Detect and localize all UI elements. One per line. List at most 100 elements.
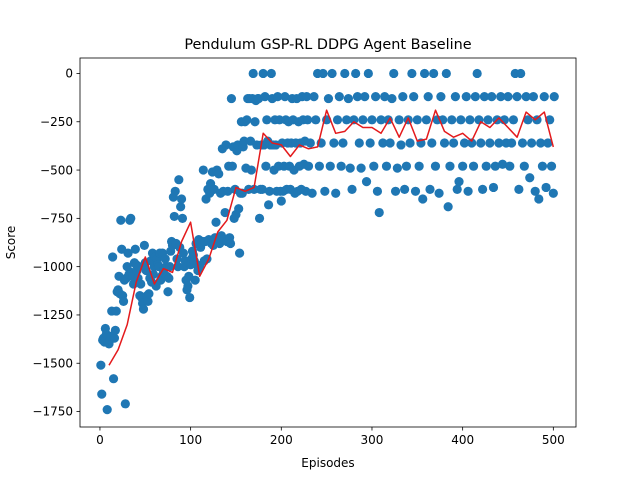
scatter-point [367,115,377,125]
scatter-point [332,115,343,125]
scatter-point [419,68,430,79]
scatter-point [273,92,283,102]
scatter-point [264,186,275,196]
y-tick-label: 0 [65,67,73,81]
scatter-point [110,325,120,336]
scatter-point [519,161,529,171]
x-axis-label: Episodes [301,456,354,470]
scatter-point [439,138,450,148]
scatter-point [414,161,424,171]
scatter-point [97,389,107,399]
scatter-point [257,184,267,194]
data-layer [96,68,559,415]
scatter-point [371,92,381,102]
scatter-point [341,115,352,125]
y-tick-label: −250 [40,115,73,129]
scatter-point [318,68,328,79]
scatter-point [483,115,493,125]
scatter-point [407,68,417,79]
scatter-point [276,196,286,206]
scatter-point [385,138,395,148]
scatter-point [448,138,459,148]
scatter-point [266,68,276,79]
scatter-point [139,240,149,250]
scatter-point [177,213,188,223]
scatter-point [249,184,259,194]
scatter-point [516,68,526,79]
scatter-point [264,200,274,210]
scatter-point [485,138,495,148]
scatter-point [314,161,324,171]
scatter-point [303,161,314,171]
scatter-point [169,211,179,222]
scatter-point [458,161,468,171]
scatter-point [400,184,410,194]
scatter-point [108,252,118,262]
y-tick-label: −750 [40,212,73,226]
x-tick-label: 200 [270,433,293,447]
scatter-point [461,92,471,102]
scatter-point [526,138,537,148]
scatter-point [478,184,488,194]
scatter-point [405,138,415,148]
scatter-point [412,115,422,125]
scatter-point [274,115,285,125]
scatter-point [456,115,466,125]
scatter-point [170,186,180,196]
scatter-point [323,93,334,104]
scatter-point [118,296,129,307]
scatter-point [363,68,373,79]
scatter-point [102,405,112,415]
scatter-point [242,115,252,125]
scatter-point [111,306,121,316]
scatter-point [307,188,317,198]
scatter-point [546,161,557,171]
scatter-point [488,182,499,193]
scatter-point [481,161,491,171]
scatter-point [497,159,508,169]
scatter-point [160,254,170,264]
scatter-point [116,215,126,225]
scatter-point [514,184,524,194]
scatter-point [507,138,517,148]
scatter-point [163,287,173,297]
scatter-point [425,184,435,194]
scatter-point [120,399,130,409]
scatter-point [441,68,451,79]
scatter-point [336,161,346,171]
scatter-point [539,92,549,102]
x-tick-label: 0 [96,433,104,447]
scatter-point [144,289,154,299]
scatter-point [345,163,355,173]
scatter-point [387,93,397,104]
scatter-point [358,115,368,125]
scatter-point [427,138,437,148]
scatter-point [126,213,136,223]
scatter-point [190,275,200,285]
scatter-point [376,115,386,125]
scatter-point [221,140,231,150]
scatter-point [138,304,149,314]
scatter-point [302,92,312,102]
scatter-point [496,92,506,102]
scatter-point [421,115,431,125]
scatter-point [487,92,497,102]
scatter-point [465,115,475,125]
scatter-point [378,138,388,148]
y-axis-ticks: 0 −250 −500 −750 −1000 −1250 −1500 −1750 [32,67,80,419]
scatter-point [389,68,399,79]
scatter-point [349,115,359,125]
scatter-point [234,204,244,214]
scatter-point [130,244,140,254]
scatter-point [380,92,390,102]
scatter-point [523,115,533,125]
scatter-point [311,115,321,125]
scatter-point [136,279,146,289]
x-tick-label: 400 [451,433,474,447]
scatter-point [521,92,531,102]
scatter-point [361,177,372,187]
moving-average-line [108,109,555,366]
scatter-point [479,92,490,102]
